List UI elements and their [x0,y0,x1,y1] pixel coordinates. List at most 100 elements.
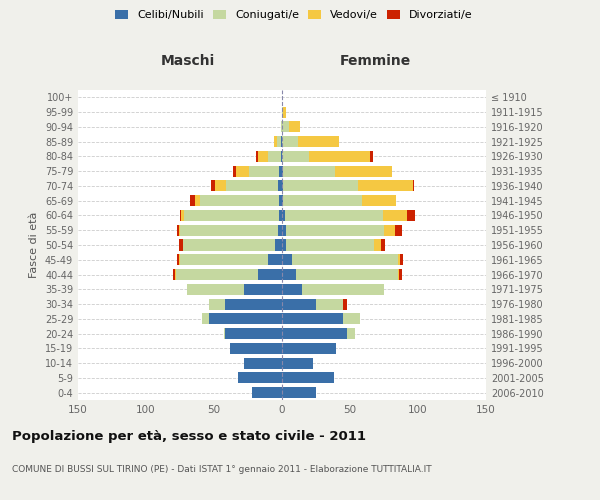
Bar [309,151,370,162]
Bar [268,151,281,162]
Bar [252,387,282,398]
Legend: Celibi/Nubili, Coniugati/e, Vedovi/e, Divorziati/e: Celibi/Nubili, Coniugati/e, Vedovi/e, Di… [111,6,477,25]
Bar [316,298,343,310]
Bar [384,224,395,236]
Bar [190,195,195,206]
Bar [383,210,407,221]
Bar [181,210,184,221]
Bar [278,180,282,192]
Bar [179,224,180,236]
Bar [286,240,374,250]
Bar [211,180,215,192]
Bar [177,254,179,266]
Bar [282,195,283,206]
Bar [226,180,278,192]
Bar [282,122,289,132]
Bar [282,343,337,354]
Bar [225,298,282,310]
Bar [343,314,359,324]
Bar [282,254,292,266]
Bar [358,180,413,192]
Bar [283,106,286,118]
Bar [413,180,414,192]
Bar [176,269,257,280]
Bar [398,254,400,266]
Bar [283,195,362,206]
Bar [183,240,275,250]
Bar [292,254,398,266]
Bar [257,269,282,280]
Bar [225,328,282,339]
Bar [281,122,282,132]
Bar [281,151,282,162]
Bar [362,195,396,206]
Bar [281,136,282,147]
Text: COMUNE DI BUSSI SUL TIRINO (PE) - Dati ISTAT 1° gennaio 2011 - Elaborazione TUTT: COMUNE DI BUSSI SUL TIRINO (PE) - Dati I… [12,465,431,474]
Bar [279,195,282,206]
Bar [282,372,334,384]
Bar [244,358,282,368]
Bar [282,314,343,324]
Bar [187,284,244,295]
Bar [343,298,347,310]
Bar [282,269,296,280]
Bar [200,195,279,206]
Bar [180,224,278,236]
Bar [282,224,286,236]
Bar [179,254,180,266]
Bar [399,269,401,280]
Bar [282,136,298,147]
Bar [282,298,316,310]
Bar [275,240,282,250]
Bar [370,151,373,162]
Bar [209,314,282,324]
Bar [282,180,283,192]
Bar [400,254,403,266]
Bar [282,240,286,250]
Bar [177,224,179,236]
Bar [283,180,358,192]
Bar [302,284,384,295]
Text: Femmine: Femmine [340,54,412,68]
Bar [282,328,347,339]
Bar [209,298,225,310]
Bar [202,314,209,324]
Bar [277,136,281,147]
Bar [257,151,268,162]
Bar [179,240,183,250]
Bar [282,284,302,295]
Bar [285,210,383,221]
Bar [282,387,316,398]
Bar [244,284,282,295]
Bar [279,210,282,221]
Bar [250,166,279,176]
Bar [374,240,381,250]
Bar [282,210,285,221]
Bar [180,210,181,221]
Text: Maschi: Maschi [161,54,215,68]
Bar [298,136,339,147]
Bar [278,224,282,236]
Bar [215,180,226,192]
Bar [175,269,176,280]
Bar [282,358,313,368]
Bar [407,210,415,221]
Bar [282,106,283,118]
Bar [184,210,279,221]
Bar [274,136,277,147]
Bar [289,122,299,132]
Bar [279,166,282,176]
Bar [347,328,355,339]
Bar [381,240,385,250]
Bar [224,328,225,339]
Bar [282,151,309,162]
Text: Popolazione per età, sesso e stato civile - 2011: Popolazione per età, sesso e stato civil… [12,430,366,443]
Bar [180,254,268,266]
Bar [256,151,257,162]
Bar [238,372,282,384]
Y-axis label: Fasce di età: Fasce di età [29,212,39,278]
Bar [195,195,200,206]
Bar [233,166,236,176]
Bar [236,166,250,176]
Bar [286,224,384,236]
